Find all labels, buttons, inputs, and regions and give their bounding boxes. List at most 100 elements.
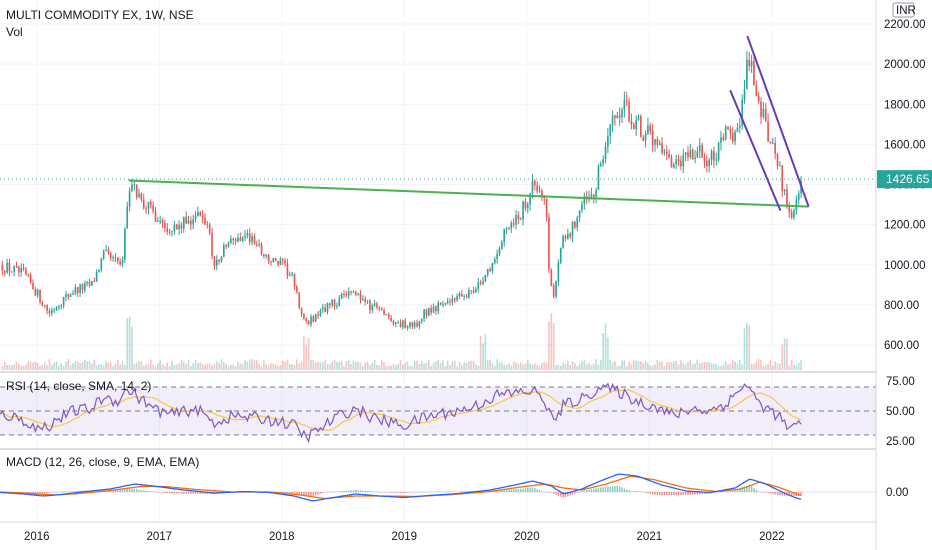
candle[interactable] bbox=[321, 307, 324, 310]
candle[interactable] bbox=[173, 224, 176, 232]
candle[interactable] bbox=[126, 206, 129, 229]
candle[interactable] bbox=[767, 121, 769, 142]
candle[interactable] bbox=[675, 159, 678, 165]
candle[interactable] bbox=[418, 321, 421, 327]
candle[interactable] bbox=[781, 165, 784, 191]
candle[interactable] bbox=[161, 220, 164, 224]
candle[interactable] bbox=[665, 151, 668, 155]
candle[interactable] bbox=[178, 224, 180, 230]
candle[interactable] bbox=[149, 201, 152, 206]
candle[interactable] bbox=[95, 272, 98, 282]
candle[interactable] bbox=[27, 274, 30, 276]
candle[interactable] bbox=[498, 248, 501, 254]
candle[interactable] bbox=[352, 291, 355, 293]
candle[interactable] bbox=[724, 126, 727, 140]
candle[interactable] bbox=[510, 223, 513, 229]
candle[interactable] bbox=[599, 163, 602, 166]
candle[interactable] bbox=[119, 261, 121, 265]
candle[interactable] bbox=[656, 139, 659, 145]
candle[interactable] bbox=[152, 205, 154, 212]
candle[interactable] bbox=[140, 193, 143, 200]
candle[interactable] bbox=[279, 259, 282, 265]
candle[interactable] bbox=[300, 308, 303, 315]
macd-pane[interactable] bbox=[0, 473, 876, 502]
candle[interactable] bbox=[333, 299, 336, 307]
candle[interactable] bbox=[395, 322, 397, 325]
candle[interactable] bbox=[166, 228, 169, 232]
candle[interactable] bbox=[168, 231, 171, 233]
candle[interactable] bbox=[232, 238, 235, 240]
candle[interactable] bbox=[482, 280, 484, 284]
candle[interactable] bbox=[147, 201, 150, 209]
candle[interactable] bbox=[779, 165, 781, 167]
candle[interactable] bbox=[406, 326, 409, 329]
candle[interactable] bbox=[164, 223, 166, 229]
candle[interactable] bbox=[682, 154, 685, 167]
candle[interactable] bbox=[218, 259, 220, 262]
candle[interactable] bbox=[456, 296, 458, 301]
candle[interactable] bbox=[215, 259, 218, 266]
candle[interactable] bbox=[112, 256, 114, 259]
candle[interactable] bbox=[227, 242, 230, 247]
candle[interactable] bbox=[385, 314, 388, 316]
candle[interactable] bbox=[519, 219, 522, 221]
candle[interactable] bbox=[312, 316, 315, 322]
candle[interactable] bbox=[121, 259, 124, 265]
candle[interactable] bbox=[145, 208, 147, 210]
candle[interactable] bbox=[93, 281, 96, 283]
candle[interactable] bbox=[60, 305, 63, 307]
candle[interactable] bbox=[717, 142, 720, 160]
candle[interactable] bbox=[413, 322, 416, 327]
candle[interactable] bbox=[616, 115, 619, 119]
candle[interactable] bbox=[668, 154, 670, 158]
candle[interactable] bbox=[774, 143, 776, 154]
candle[interactable] bbox=[135, 184, 138, 198]
candle[interactable] bbox=[642, 137, 645, 141]
candle[interactable] bbox=[743, 88, 746, 101]
candle[interactable] bbox=[578, 210, 581, 218]
candle[interactable] bbox=[138, 193, 140, 198]
candle[interactable] bbox=[180, 224, 183, 229]
candle[interactable] bbox=[493, 259, 496, 264]
candle[interactable] bbox=[496, 253, 498, 260]
candle[interactable] bbox=[69, 294, 72, 297]
candle[interactable] bbox=[458, 293, 461, 297]
channel-lower-line[interactable] bbox=[729, 89, 782, 211]
candle[interactable] bbox=[303, 314, 305, 319]
candle[interactable] bbox=[65, 294, 67, 298]
candle[interactable] bbox=[691, 149, 694, 160]
candle[interactable] bbox=[317, 314, 319, 316]
candle[interactable] bbox=[453, 298, 456, 301]
candle[interactable] bbox=[260, 243, 263, 254]
candle[interactable] bbox=[411, 322, 414, 327]
candle[interactable] bbox=[538, 190, 541, 192]
candle[interactable] bbox=[564, 236, 567, 239]
candle[interactable] bbox=[362, 299, 364, 301]
candle[interactable] bbox=[710, 151, 713, 160]
candle[interactable] bbox=[677, 159, 680, 161]
candle[interactable] bbox=[114, 256, 117, 258]
candle[interactable] bbox=[571, 221, 574, 237]
candle[interactable] bbox=[133, 184, 136, 186]
candle[interactable] bbox=[201, 215, 204, 218]
candle[interactable] bbox=[98, 269, 100, 273]
candle[interactable] bbox=[364, 299, 367, 302]
candle[interactable] bbox=[715, 159, 718, 161]
candle[interactable] bbox=[267, 254, 270, 262]
candle[interactable] bbox=[465, 296, 468, 298]
candle[interactable] bbox=[359, 293, 362, 300]
candle[interactable] bbox=[13, 266, 15, 272]
candle[interactable] bbox=[760, 101, 762, 117]
candle[interactable] bbox=[223, 245, 225, 257]
candle[interactable] bbox=[757, 95, 760, 102]
candle[interactable] bbox=[105, 249, 107, 252]
candle[interactable] bbox=[449, 301, 451, 303]
candle[interactable] bbox=[722, 137, 725, 140]
candle[interactable] bbox=[609, 124, 612, 136]
candle[interactable] bbox=[505, 228, 508, 230]
candle[interactable] bbox=[687, 152, 689, 158]
candle[interactable] bbox=[661, 143, 663, 153]
candle[interactable] bbox=[628, 101, 630, 122]
candle[interactable] bbox=[258, 243, 260, 245]
candle[interactable] bbox=[670, 157, 673, 168]
